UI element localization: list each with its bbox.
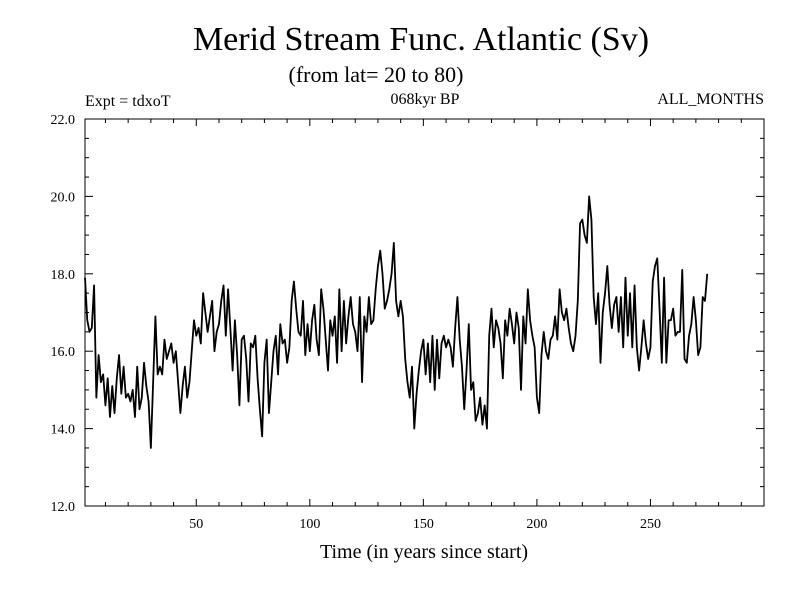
y-tick-label: 12.0 <box>51 500 76 515</box>
plot-frame <box>84 118 765 507</box>
x-tick-label: 250 <box>640 517 661 532</box>
y-tick-label: 16.0 <box>51 345 76 360</box>
axis-ticks <box>85 118 764 507</box>
series-line <box>84 195 709 449</box>
x-tick-label: 50 <box>189 517 203 532</box>
tick-labels: 50 100 150 200 250 12.0 14.0 16.0 18.0 20.0 22.0 <box>51 113 661 532</box>
y-tick-label: 18.0 <box>51 268 76 283</box>
x-tick-label: 150 <box>413 517 434 532</box>
months-label: ALL_MONTHS <box>657 91 764 108</box>
period-label: 068kyr BP <box>391 91 460 108</box>
chart-subtitle: (from lat= 20 to 80) <box>289 62 464 87</box>
x-tick-label: 100 <box>299 517 320 532</box>
y-tick-label: 22.0 <box>51 113 76 128</box>
experiment-label: Expt = tdxoT <box>85 93 171 110</box>
y-tick-label: 14.0 <box>51 423 76 438</box>
chart-title: Merid Stream Func. Atlantic (Sv) <box>193 21 649 58</box>
y-tick-label: 20.0 <box>51 190 76 205</box>
x-tick-label: 200 <box>526 517 547 532</box>
x-axis-title: Time (in years since start) <box>320 541 528 563</box>
